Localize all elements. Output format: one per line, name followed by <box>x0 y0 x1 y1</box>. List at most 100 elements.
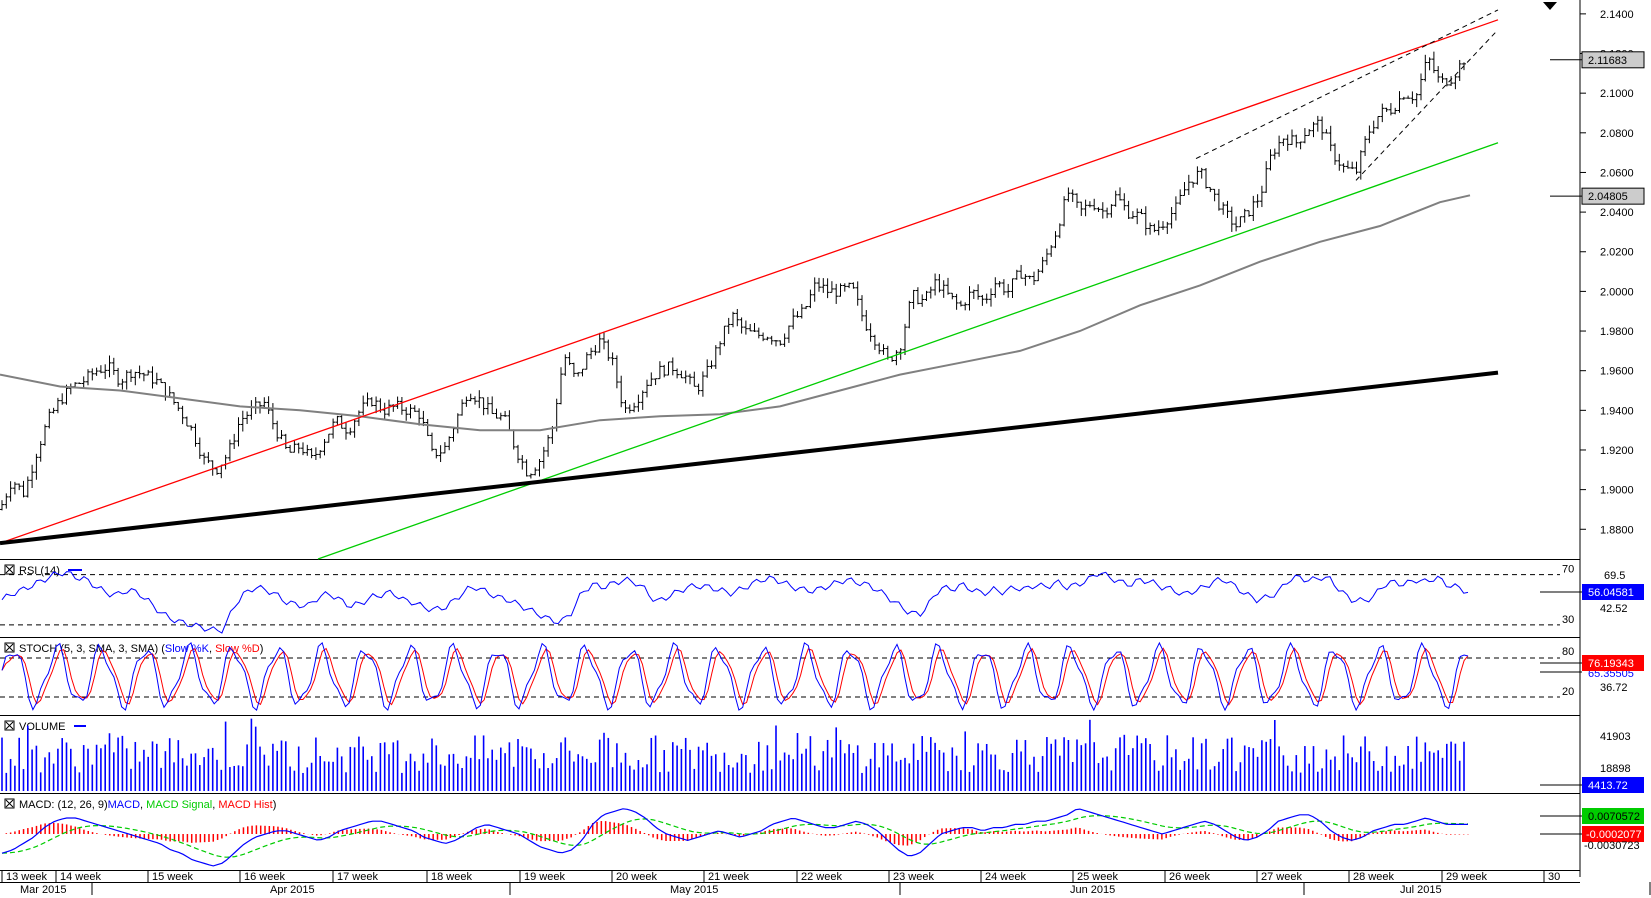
price-tick-label: 1.8800 <box>1600 524 1634 536</box>
stoch-level-80-label: 80 <box>1562 646 1574 658</box>
ohlc-bar <box>1363 136 1368 157</box>
ohlc-bar <box>8 481 13 502</box>
ohlc-bar <box>189 425 194 431</box>
ohlc-bar <box>653 378 658 386</box>
ohlc-bar <box>941 280 946 298</box>
ohlc-bar <box>593 345 598 356</box>
week-label: 25 week <box>1077 871 1118 883</box>
ohlc-bar <box>1113 190 1118 207</box>
ohlc-bar <box>769 335 774 345</box>
ohlc-bar <box>245 411 250 424</box>
macd-value: 0.0070572 <box>1588 811 1640 823</box>
ohlc-bar <box>1315 115 1320 132</box>
ma-value-box: 2.04805 <box>1550 187 1645 205</box>
ohlc-bar <box>1457 59 1462 81</box>
ohlc-bar <box>911 289 916 310</box>
ohlc-bar <box>670 357 675 376</box>
stoch-value: 76.19343 <box>1588 658 1634 670</box>
ohlc-bar <box>240 410 245 432</box>
stoch-d-line <box>1 647 1469 706</box>
ohlc-bar <box>1006 283 1011 298</box>
ohlc-bar <box>1440 73 1445 83</box>
ohlc-bar <box>1066 187 1071 202</box>
ohlc-bar <box>38 441 43 462</box>
ohlc-bar <box>602 332 606 350</box>
ohlc-bar <box>232 433 237 450</box>
ohlc-bar <box>636 394 641 412</box>
week-label: 30 <box>1548 871 1560 883</box>
ohlc-bar <box>933 273 938 296</box>
ohlc-bar <box>907 300 912 329</box>
ohlc-bar <box>640 390 645 410</box>
ohlc-bar <box>1023 274 1028 286</box>
ohlc-bar <box>1449 76 1454 86</box>
volume-panel: VOLUME 41903 18898 4413.72 <box>1 718 1644 793</box>
ohlc-bar <box>30 464 35 489</box>
ohlc-bar <box>477 390 482 409</box>
ohlc-bar <box>1148 222 1153 235</box>
ohlc-bar <box>1255 194 1260 208</box>
ohlc-bar <box>1380 103 1385 123</box>
ohlc-bar <box>184 416 189 427</box>
ohlc-bar <box>808 289 813 309</box>
ohlc-bar <box>713 345 718 369</box>
ohlc-bar <box>503 410 508 417</box>
ohlc-bar <box>709 360 714 369</box>
ohlc-bar <box>133 371 138 386</box>
ohlc-bar <box>352 419 357 438</box>
month-label: Apr 2015 <box>270 884 315 895</box>
rsi-right-label-2: 42.52 <box>1600 603 1628 615</box>
ohlc-bar <box>537 459 542 477</box>
ohlc-bar <box>696 383 701 395</box>
ohlc-bar <box>1337 153 1342 171</box>
ohlc-bar <box>1040 256 1045 274</box>
price-candles <box>0 51 1466 511</box>
ohlc-bar <box>51 407 56 414</box>
ohlc-bar <box>1350 161 1355 170</box>
ohlc-bar <box>1152 223 1157 233</box>
ohlc-bar <box>322 439 327 456</box>
ohlc-bar <box>954 293 959 310</box>
ohlc-bar <box>976 284 981 300</box>
ohlc-bar <box>485 396 490 415</box>
week-label: 21 week <box>708 871 749 883</box>
stoch-panel: STOCH (5, 3, SMA, 3, SMA) (Slow %K, Slow… <box>0 641 1644 712</box>
ohlc-bar <box>739 317 744 334</box>
ohlc-bar <box>318 449 323 459</box>
ohlc-bar <box>417 408 422 426</box>
ohlc-bar <box>1320 116 1325 140</box>
ohlc-bar <box>1165 221 1170 234</box>
macd-legend-hist: MACD Hist <box>218 799 272 811</box>
ohlc-bar <box>1414 93 1419 108</box>
ohlc-bar <box>313 447 318 461</box>
stoch-level-20-label: 20 <box>1562 686 1574 698</box>
week-label: 17 week <box>337 871 378 883</box>
ohlc-bar <box>649 372 654 387</box>
week-label: 26 week <box>1169 871 1210 883</box>
ohlc-bar <box>296 442 301 454</box>
ohlc-bar <box>868 323 873 342</box>
ohlc-bar <box>950 292 955 300</box>
ohlc-bar <box>546 434 551 457</box>
price-tick-label: 2.0600 <box>1600 167 1634 179</box>
ohlc-bar <box>270 403 275 430</box>
ohlc-bar <box>90 368 95 381</box>
ohlc-bar <box>374 396 379 414</box>
ohlc-bar <box>1156 220 1161 236</box>
ohlc-bar <box>1290 129 1294 145</box>
ohlc-bar <box>920 294 925 307</box>
ohlc-bar <box>1376 116 1380 130</box>
ohlc-bar <box>812 277 817 302</box>
ohlc-bar <box>1109 204 1114 218</box>
ohlc-bar <box>1401 96 1406 100</box>
ohlc-bar <box>227 439 232 462</box>
ohlc-bar <box>761 332 766 342</box>
ohlc-bar <box>1049 245 1054 257</box>
ohlc-bar <box>408 404 413 419</box>
ohlc-bar <box>1427 57 1432 71</box>
ohlc-bar <box>705 359 710 378</box>
ohlc-bar <box>1096 207 1101 212</box>
ohlc-bar <box>137 365 142 379</box>
ohlc-bar <box>937 274 942 293</box>
rsi-level-30-label: 30 <box>1562 614 1574 626</box>
